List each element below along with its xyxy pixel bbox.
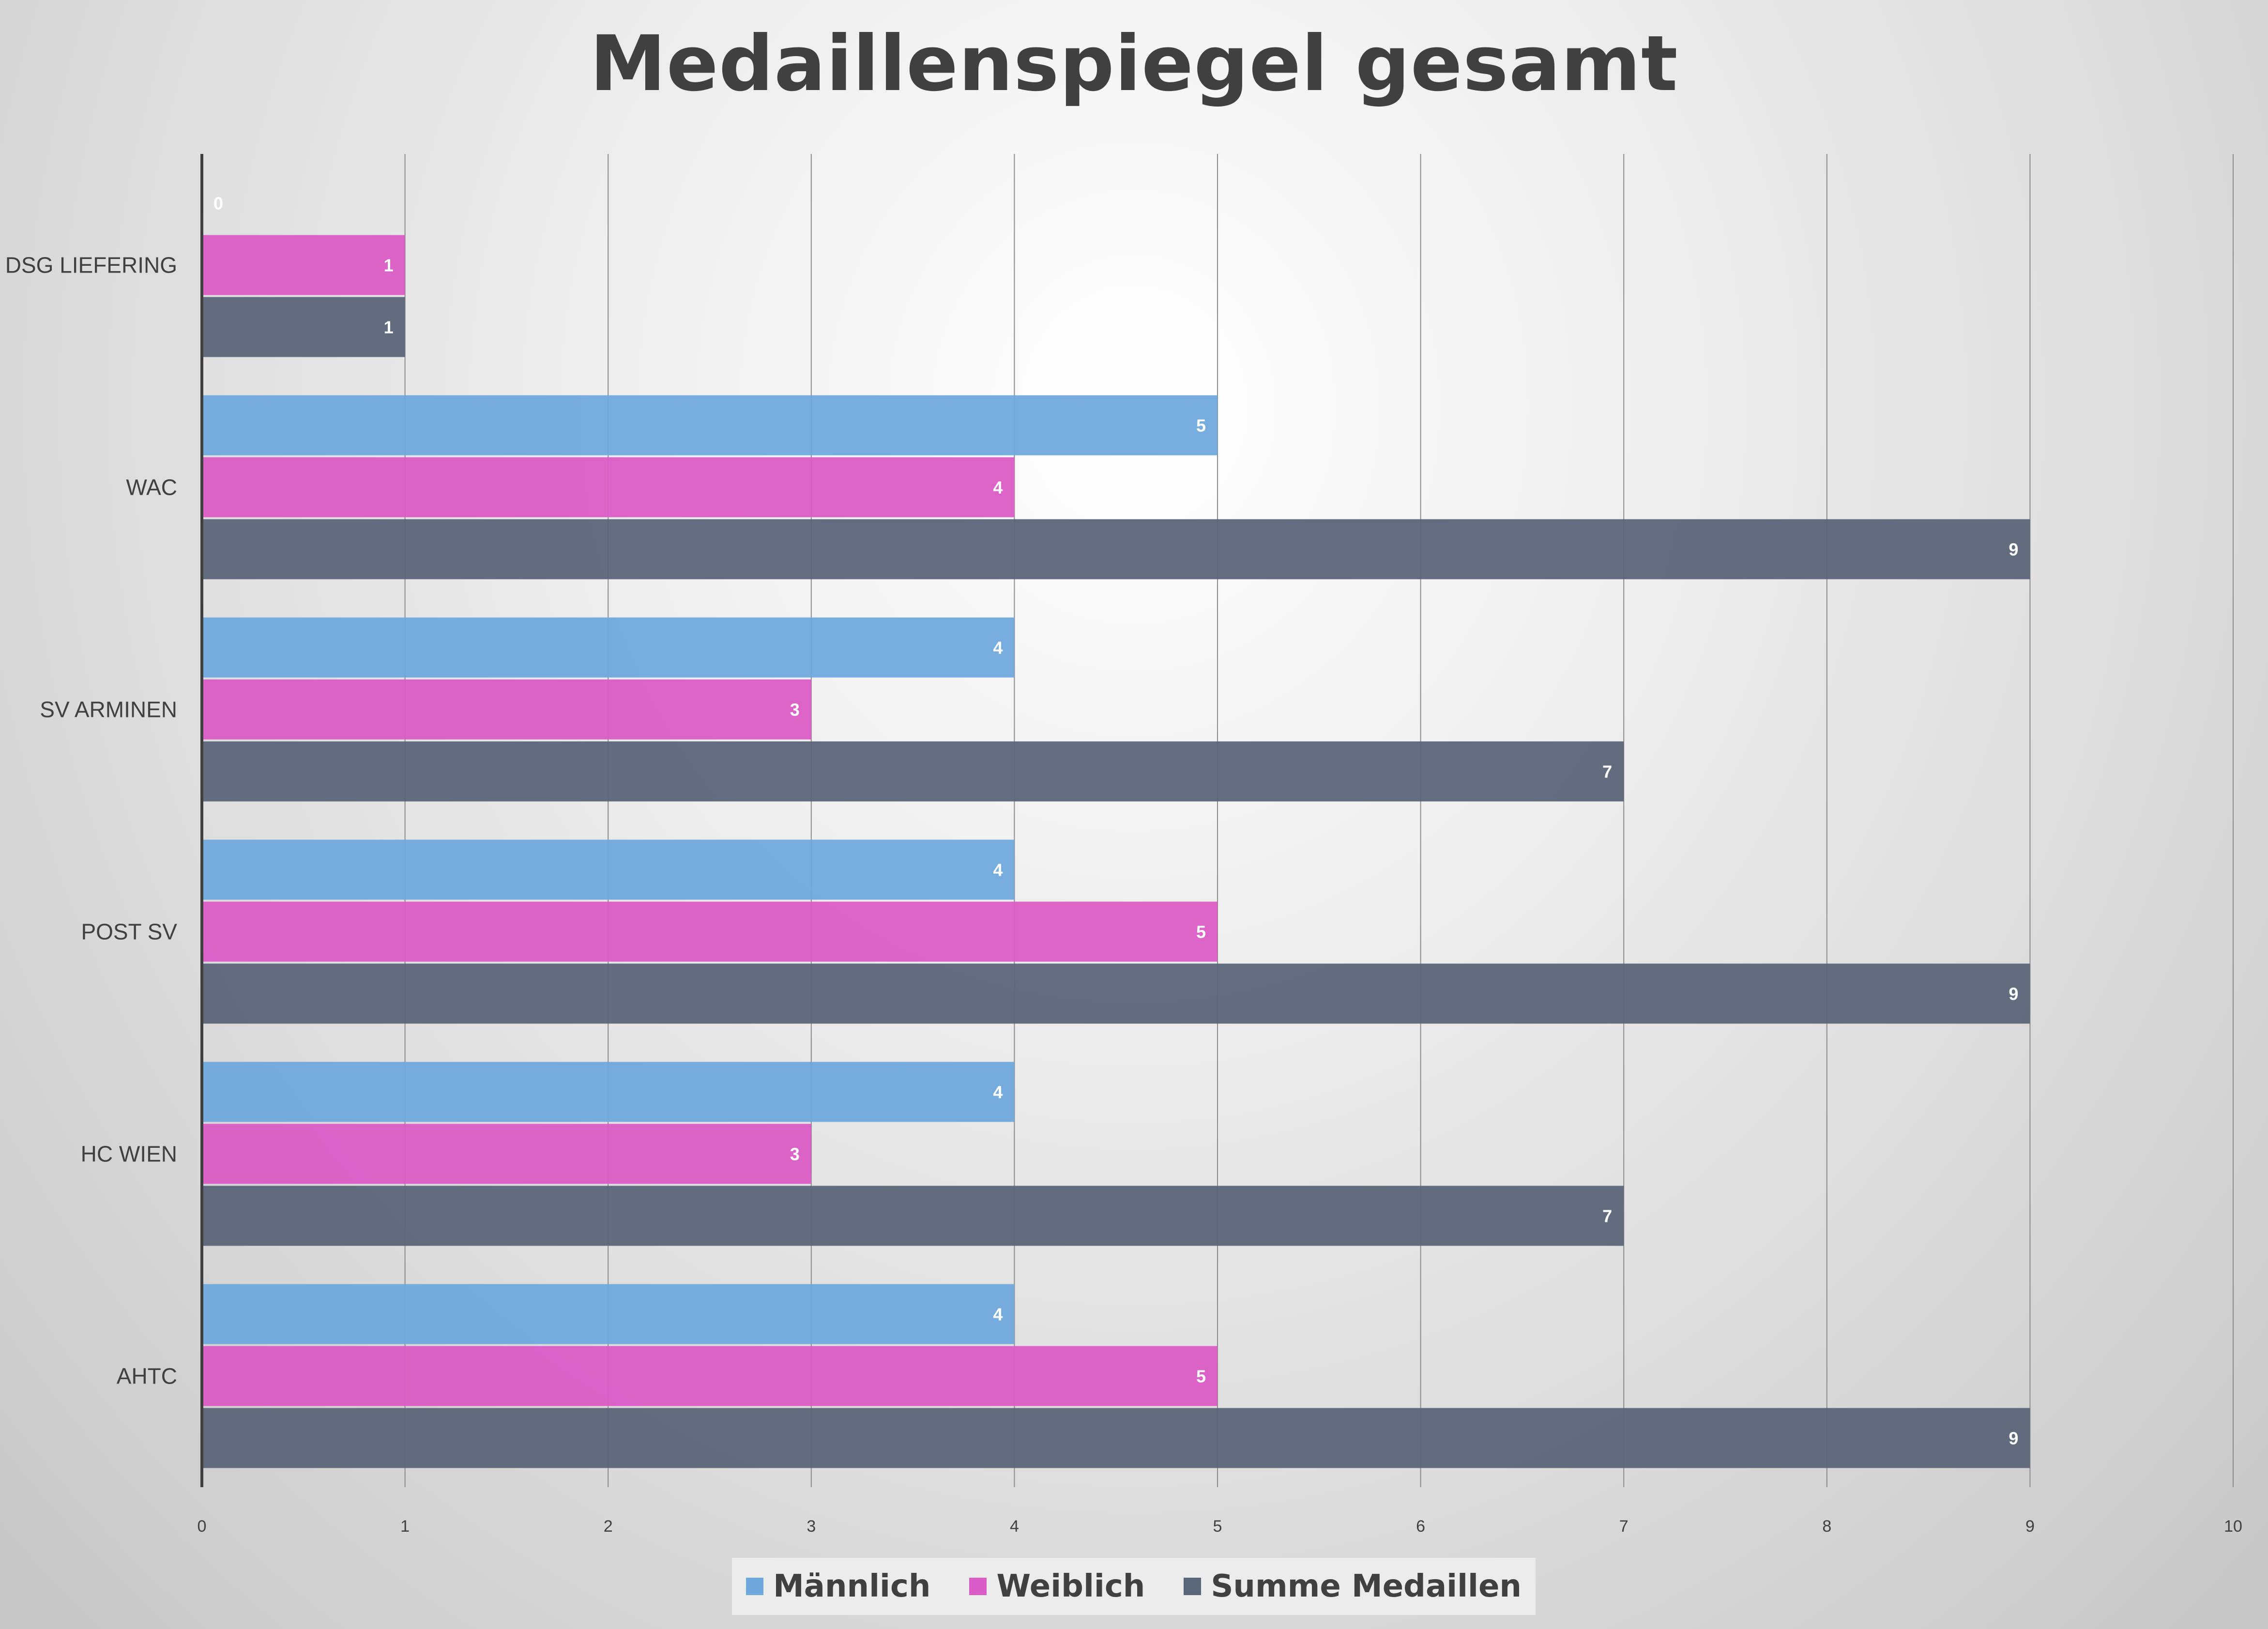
bar [202, 297, 405, 357]
data-label: 7 [1602, 762, 1612, 782]
data-label: 7 [1602, 1206, 1612, 1226]
data-label: 3 [790, 1144, 800, 1164]
bar [202, 1062, 1015, 1122]
category-label: SV ARMINEN [40, 697, 177, 722]
data-label: 5 [1196, 416, 1206, 436]
data-label: 1 [384, 256, 394, 275]
x-tick-label: 8 [1822, 1517, 1831, 1536]
category-label: AHTC [117, 1364, 177, 1389]
data-label: 0 [213, 194, 223, 213]
bar [202, 1186, 1624, 1246]
legend-item-weiblich: Weiblich [969, 1568, 1145, 1604]
chart-title: Medaillenspiegel gesamt [590, 19, 1678, 108]
category-label: WAC [126, 475, 177, 500]
data-label: 4 [993, 860, 1003, 880]
bar [202, 901, 1218, 962]
legend-swatch [1184, 1578, 1202, 1595]
chart-legend: Männlich Weiblich Summe Medaillen [732, 1558, 1536, 1615]
data-label: 4 [993, 638, 1003, 658]
x-tick-label: 3 [807, 1517, 816, 1536]
bar [202, 617, 1015, 678]
data-label: 5 [1196, 922, 1206, 942]
bar [202, 1124, 811, 1184]
legend-item-summe: Summe Medaillen [1184, 1568, 1522, 1604]
data-label: 9 [2009, 1429, 2018, 1448]
category-label: POST SV [81, 919, 177, 944]
legend-item-maennlich: Männlich [746, 1568, 930, 1604]
data-label: 1 [384, 318, 394, 337]
x-tick-label: 1 [400, 1517, 410, 1536]
x-tick-label: 10 [2224, 1517, 2242, 1536]
bar [202, 963, 2030, 1024]
category-label: HC WIEN [81, 1142, 177, 1167]
data-label: 4 [993, 1082, 1003, 1102]
x-tick-label: 0 [198, 1517, 207, 1536]
data-label: 3 [790, 700, 800, 720]
bar [202, 839, 1015, 900]
data-label: 4 [993, 1305, 1003, 1325]
legend-label: Weiblich [996, 1568, 1145, 1604]
data-label: 5 [1196, 1367, 1206, 1386]
bar [202, 519, 2030, 579]
legend-label: Männlich [773, 1568, 931, 1604]
x-tick-label: 6 [1416, 1517, 1425, 1536]
x-tick-label: 4 [1010, 1517, 1019, 1536]
x-tick-label: 2 [604, 1517, 613, 1536]
data-label: 9 [2009, 984, 2018, 1004]
bar [202, 1346, 1218, 1406]
bar [202, 457, 1015, 518]
bar [202, 1408, 2030, 1468]
data-label: 9 [2009, 540, 2018, 560]
legend-swatch [746, 1578, 764, 1595]
bar [202, 679, 811, 740]
bar [202, 1284, 1015, 1344]
bar [202, 741, 1624, 802]
legend-label: Summe Medaillen [1211, 1568, 1522, 1604]
x-tick-label: 9 [2025, 1517, 2035, 1536]
category-label: DSG LIEFERING [5, 253, 177, 278]
data-label: 4 [993, 478, 1003, 498]
legend-swatch [969, 1578, 987, 1595]
bar [202, 395, 1218, 456]
x-tick-label: 5 [1213, 1517, 1222, 1536]
x-tick-label: 7 [1619, 1517, 1629, 1536]
bar [202, 235, 405, 295]
